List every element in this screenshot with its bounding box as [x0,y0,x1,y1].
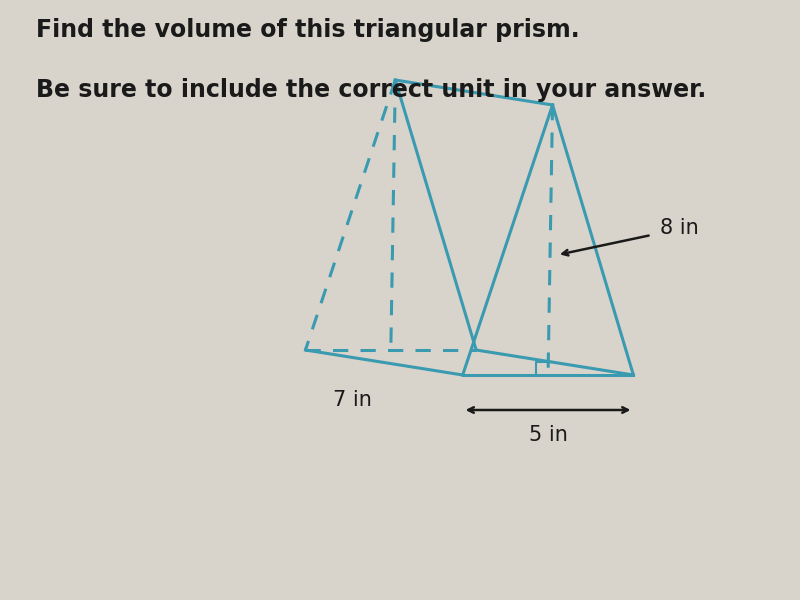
Text: 7 in: 7 in [333,391,372,410]
Text: 8 in: 8 in [660,218,699,238]
Text: 5 in: 5 in [529,425,567,445]
Text: Be sure to include the correct unit in your answer.: Be sure to include the correct unit in y… [36,78,706,102]
Text: Find the volume of this triangular prism.: Find the volume of this triangular prism… [36,18,579,42]
